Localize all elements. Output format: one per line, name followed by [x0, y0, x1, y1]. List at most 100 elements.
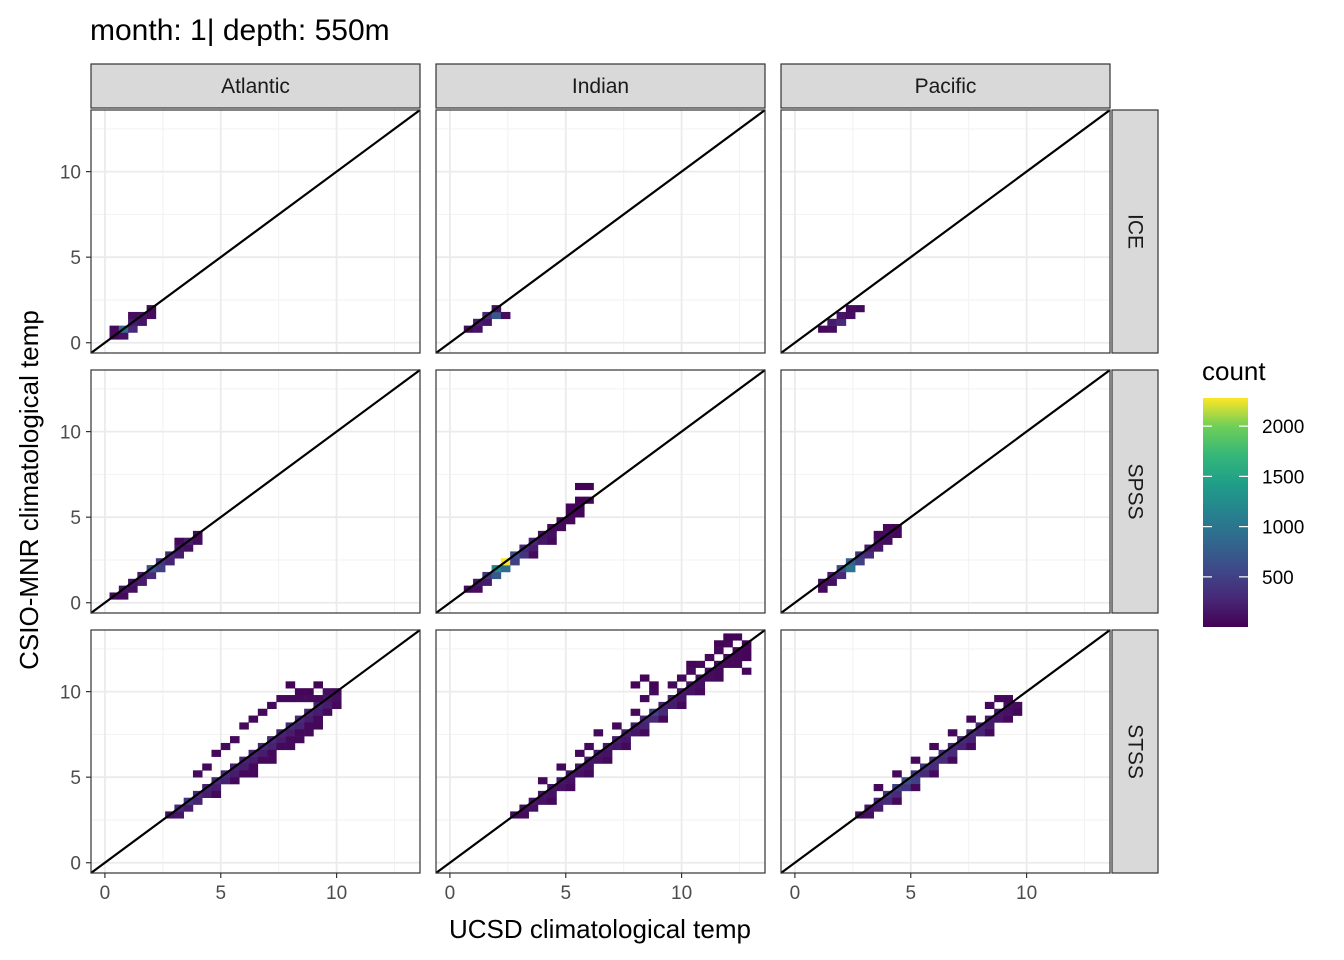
heatmap-bin	[230, 736, 240, 744]
heatmap-bin	[676, 674, 687, 682]
x-tick-label: 10	[1016, 883, 1037, 904]
heatmap-bin	[704, 674, 715, 682]
x-tick-label: 5	[215, 883, 226, 904]
heatmap-bin	[836, 571, 847, 580]
heatmap-bin	[276, 695, 286, 703]
heatmap-bin	[732, 633, 743, 641]
heatmap-bin	[602, 756, 613, 764]
heatmap-bin	[630, 681, 641, 689]
heatmap-bin	[929, 763, 939, 771]
y-tick-label: 5	[70, 508, 81, 529]
legend-label: 1500	[1262, 467, 1304, 488]
x-tick-label: 0	[790, 883, 801, 904]
heatmap-bin	[901, 784, 912, 792]
plot-title: month: 1| depth: 550m	[90, 14, 390, 47]
heatmap-bin	[174, 811, 184, 819]
x-tick-label: 10	[671, 883, 692, 904]
heatmap-bin	[128, 325, 138, 333]
panel-atlantic-stss	[90, 629, 421, 874]
heatmap-bin	[575, 770, 585, 778]
strip-stss	[1111, 629, 1159, 874]
heatmap-bin	[174, 537, 184, 545]
heatmap-bin	[855, 305, 865, 313]
heatmap-bin	[639, 729, 650, 737]
heatmap-bin	[714, 640, 724, 648]
heatmap-bin	[165, 558, 175, 566]
heatmap-bin	[612, 742, 622, 751]
panel-border	[435, 629, 766, 874]
heatmap-bin	[723, 633, 733, 641]
y-tick-label: 5	[70, 248, 81, 269]
panel-indian-stss	[435, 629, 766, 874]
heatmap-bin	[873, 544, 884, 552]
heatmap-bin	[584, 742, 594, 751]
heatmap-bin	[556, 524, 567, 532]
y-tick-label: 0	[70, 594, 81, 615]
heatmap-bin	[584, 763, 594, 771]
strip-spss	[1111, 369, 1159, 614]
panel-atlantic-ice	[90, 109, 421, 354]
heatmap-bin	[1012, 701, 1023, 710]
heatmap-bin	[331, 695, 342, 703]
heatmap-bin	[966, 736, 976, 744]
heatmap-bin	[183, 544, 194, 552]
heatmap-bin	[966, 715, 976, 723]
heatmap-bin	[537, 777, 548, 785]
heatmap-bin	[575, 482, 585, 491]
panels-group	[90, 109, 1111, 874]
heatmap-bin	[137, 578, 147, 586]
heatmap-bin	[621, 736, 631, 744]
heatmap-bin	[239, 763, 249, 771]
strip-indian	[435, 63, 766, 109]
heatmap-bin	[285, 681, 296, 689]
identity-line	[90, 369, 421, 614]
heatmap-bin	[855, 558, 865, 566]
heatmap-bin	[556, 784, 567, 792]
heatmap-bin	[741, 647, 752, 655]
panel-border	[90, 109, 421, 354]
heatmap-bin	[686, 660, 696, 668]
identity-line	[780, 109, 1111, 354]
heatmap-bin	[211, 790, 222, 799]
heatmap-bin	[174, 551, 184, 559]
y-tick-label: 0	[70, 334, 81, 355]
heatmap-bin	[910, 756, 921, 764]
legend-label: 500	[1262, 568, 1294, 589]
heatmap-bin	[892, 770, 902, 778]
heatmap-bin	[556, 763, 567, 771]
heatmap-bin	[612, 722, 622, 730]
identity-line	[780, 629, 1111, 874]
heatmap-bin	[313, 708, 323, 716]
heatmap-bin	[285, 729, 296, 737]
heatmap-bin	[584, 482, 594, 491]
y-tick-label: 0	[70, 854, 81, 875]
strip-label-spss: SPSS	[1124, 463, 1147, 519]
heatmap-bin	[892, 530, 902, 539]
heatmap-bin	[118, 592, 129, 600]
x-tick-label: 0	[100, 883, 111, 904]
heatmap-bin	[630, 729, 641, 737]
heatmap-bin	[248, 770, 259, 778]
heatmap-bin	[128, 311, 138, 320]
heatmap-bin	[304, 688, 314, 696]
y-tick-label: 5	[70, 768, 81, 789]
heatmap-bin	[248, 715, 259, 723]
heatmap-bin	[109, 325, 120, 333]
heatmap-bin	[230, 777, 240, 785]
heatmap-bin	[239, 722, 249, 730]
heatmap-bin	[322, 688, 333, 696]
heatmap-bin	[313, 695, 323, 703]
panel-border	[90, 629, 421, 874]
identity-line	[90, 109, 421, 354]
y-tick-label: 10	[60, 163, 81, 184]
panel-pacific-ice	[780, 109, 1111, 354]
y-axes: 0 5 10 0 5 10 0 5 10	[60, 163, 91, 875]
heatmap-bin	[695, 660, 706, 668]
heatmap-bin	[630, 708, 641, 716]
row-strips: ICE SPSS STSS	[1111, 109, 1159, 874]
identity-line	[90, 629, 421, 874]
heatmap-bin	[313, 722, 323, 730]
heatmap-bin	[257, 749, 268, 757]
heatmap-bin	[732, 660, 743, 668]
heatmap-bin	[704, 653, 715, 662]
